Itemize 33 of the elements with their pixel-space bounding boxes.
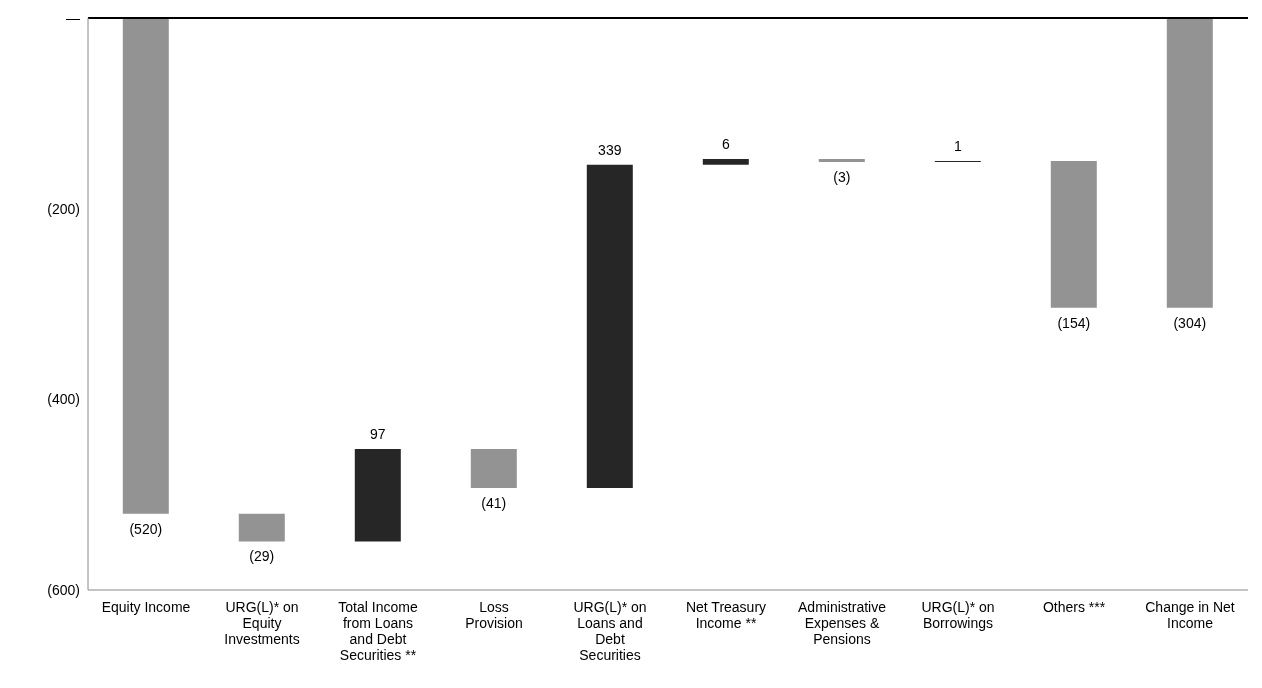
x-tick-label: Change in Net Income [1145, 599, 1235, 631]
y-tick-label: (400) [47, 391, 80, 408]
bar [1050, 161, 1097, 308]
bar [1166, 18, 1213, 308]
x-tick-label: Equity Income [101, 599, 191, 615]
bar [586, 164, 633, 488]
x-tick-label: Total Income from Loans and Debt Securities ** [338, 599, 418, 663]
x-tick-label: Loss Provision [465, 599, 523, 631]
data-label: 1 [953, 138, 962, 154]
x-tick-label: URG(L)* on Borrowings [921, 599, 995, 631]
data-label: 339 [598, 141, 622, 158]
data-label: (3) [833, 168, 851, 185]
bar [354, 448, 401, 542]
x-tick-label: Administrative Expenses & Pensions [798, 599, 887, 647]
bar [702, 159, 749, 165]
bar [122, 18, 169, 514]
y-tick-label: (600) [47, 581, 80, 598]
bar [470, 448, 517, 488]
bar [238, 513, 285, 542]
x-tick-label: URG(L)* on Equity Investments [224, 599, 300, 647]
bar [818, 159, 865, 162]
data-label: (520) [129, 520, 163, 537]
data-label: (304) [1173, 314, 1207, 331]
y-tick-label: (200) [47, 200, 80, 217]
y-tick-label: — [66, 9, 80, 26]
data-label: (29) [249, 548, 275, 565]
x-tick-label: URG(L)* on Loans and Debt Securities [573, 599, 647, 663]
data-label: (41) [481, 494, 507, 511]
data-label: (154) [1057, 314, 1091, 331]
data-label: 97 [370, 425, 386, 442]
x-tick-label: Others *** [1042, 599, 1106, 615]
data-label: 6 [721, 136, 730, 153]
x-tick-label: Net Treasury Income ** [685, 599, 767, 631]
